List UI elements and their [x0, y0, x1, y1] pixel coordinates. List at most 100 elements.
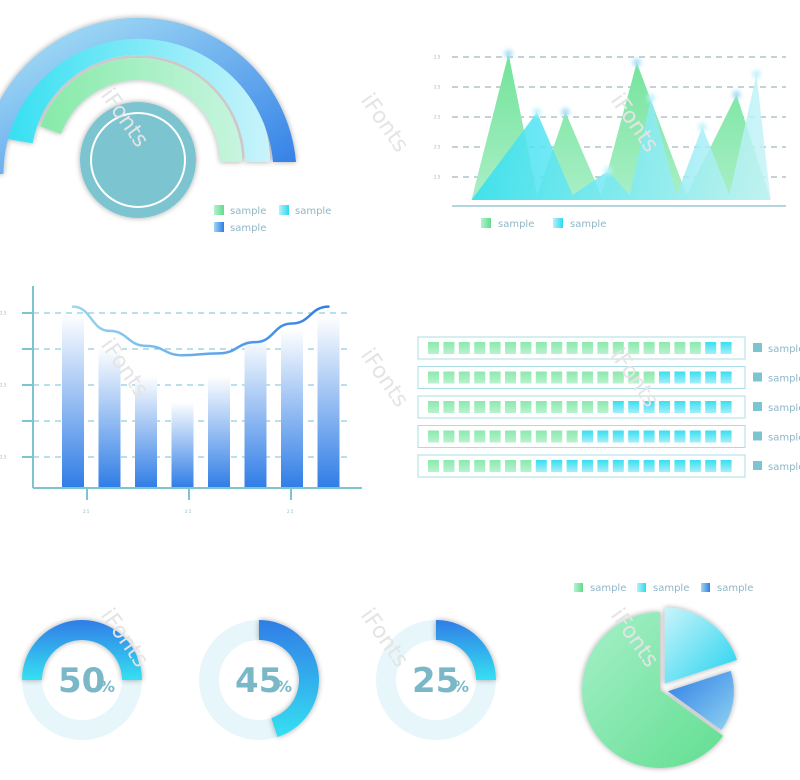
y-tick-label: 2.5 — [434, 175, 441, 180]
cell-bar-chart: sample sample sample sample sample — [417, 336, 800, 478]
y-tick-label: 2.5 — [434, 115, 441, 120]
y-tick-label: 2.5 — [0, 383, 7, 388]
row-label: sample — [768, 344, 800, 355]
cell — [643, 371, 655, 384]
cell — [582, 401, 593, 413]
cell — [443, 430, 455, 443]
cell — [551, 371, 563, 384]
pie-slice-blue — [667, 670, 734, 731]
cell — [535, 371, 547, 384]
cell — [674, 401, 686, 413]
bar-line-chart: 2.5 2.5 2.5 2.5 2.5 2.5 — [0, 286, 362, 514]
cell — [582, 371, 593, 384]
cell — [505, 430, 516, 443]
legend-label: sample — [717, 583, 753, 594]
cell — [597, 371, 609, 384]
arc-gauge-chart — [0, 17, 296, 218]
cell — [628, 342, 640, 354]
cell — [612, 460, 624, 472]
legend-swatch — [753, 343, 762, 352]
donut-value-arc — [22, 620, 142, 680]
cell — [705, 460, 717, 472]
pie-slice-green — [582, 612, 724, 768]
donut-45: 45% — [199, 620, 320, 740]
bar — [171, 401, 194, 488]
donut-50: 50% — [22, 620, 142, 740]
cell — [566, 401, 578, 413]
cell — [689, 460, 701, 472]
cell — [428, 430, 439, 443]
cell — [582, 430, 593, 443]
cell — [612, 401, 624, 413]
cell — [720, 342, 732, 354]
gauge-center-ring — [90, 112, 186, 208]
bar — [317, 315, 340, 488]
cell — [489, 401, 501, 413]
cell — [720, 401, 732, 413]
y-tick-label: 2.5 — [434, 145, 441, 150]
cell — [597, 460, 609, 472]
arc-gauge-legend: sample sample sample — [214, 205, 331, 234]
legend-swatch-cyan — [637, 583, 646, 592]
gauge-center-disc — [80, 102, 196, 218]
donut-value-arc — [436, 620, 496, 680]
cell — [705, 371, 717, 384]
cell — [674, 460, 686, 472]
cell-row-frame — [417, 366, 746, 389]
y-tick-label: 2.5 — [0, 455, 7, 460]
cell — [597, 401, 609, 413]
cell — [489, 460, 501, 472]
cell — [597, 342, 609, 354]
area-series-green — [471, 53, 771, 200]
legend-swatch — [753, 431, 762, 441]
cell — [566, 371, 578, 384]
cell — [597, 430, 609, 443]
cell — [551, 342, 563, 354]
legend-swatch-blue — [701, 583, 710, 592]
legend-swatch — [753, 461, 762, 470]
peak-glow — [533, 108, 541, 117]
cell — [643, 401, 655, 413]
cell — [659, 401, 670, 413]
row-label: sample — [768, 374, 800, 385]
cell — [505, 401, 516, 413]
cell — [551, 430, 563, 443]
legend-label: sample — [295, 206, 331, 217]
cell — [428, 371, 439, 384]
exploded-pie-legend: sample sample sample — [574, 583, 753, 594]
area-series-cyan — [471, 74, 771, 200]
cell — [474, 460, 486, 472]
cell — [443, 342, 455, 354]
cell — [720, 460, 732, 472]
legend-swatch-green — [574, 583, 583, 592]
donut-percent-suffix: % — [99, 677, 115, 696]
cell — [535, 430, 547, 443]
cell — [612, 342, 624, 354]
x-tick-label: 2.5 — [287, 509, 294, 514]
bar — [208, 375, 230, 488]
cell — [474, 401, 486, 413]
cell — [535, 460, 547, 472]
watermark-text: iFonts — [355, 89, 413, 157]
cell — [443, 401, 455, 413]
cell — [458, 430, 470, 443]
row-label: sample — [768, 433, 800, 444]
legend-label: sample — [570, 219, 606, 230]
cell-row-frame — [417, 395, 746, 419]
cell — [643, 430, 655, 443]
cell — [505, 460, 516, 472]
cell — [443, 460, 455, 472]
cell — [474, 430, 486, 443]
peak-area-chart: 2.5 2.5 2.5 2.5 2.5 — [434, 49, 786, 207]
cell — [520, 371, 532, 384]
cell — [628, 430, 640, 443]
cell — [674, 342, 686, 354]
peak-glow — [732, 90, 741, 99]
donut-percent-label: 50 — [58, 661, 105, 701]
cell — [628, 371, 640, 384]
cell — [689, 342, 701, 354]
trend-line — [71, 305, 330, 357]
cell — [674, 430, 686, 443]
legend-swatch-cyan — [279, 205, 289, 215]
legend-label: sample — [230, 206, 266, 217]
